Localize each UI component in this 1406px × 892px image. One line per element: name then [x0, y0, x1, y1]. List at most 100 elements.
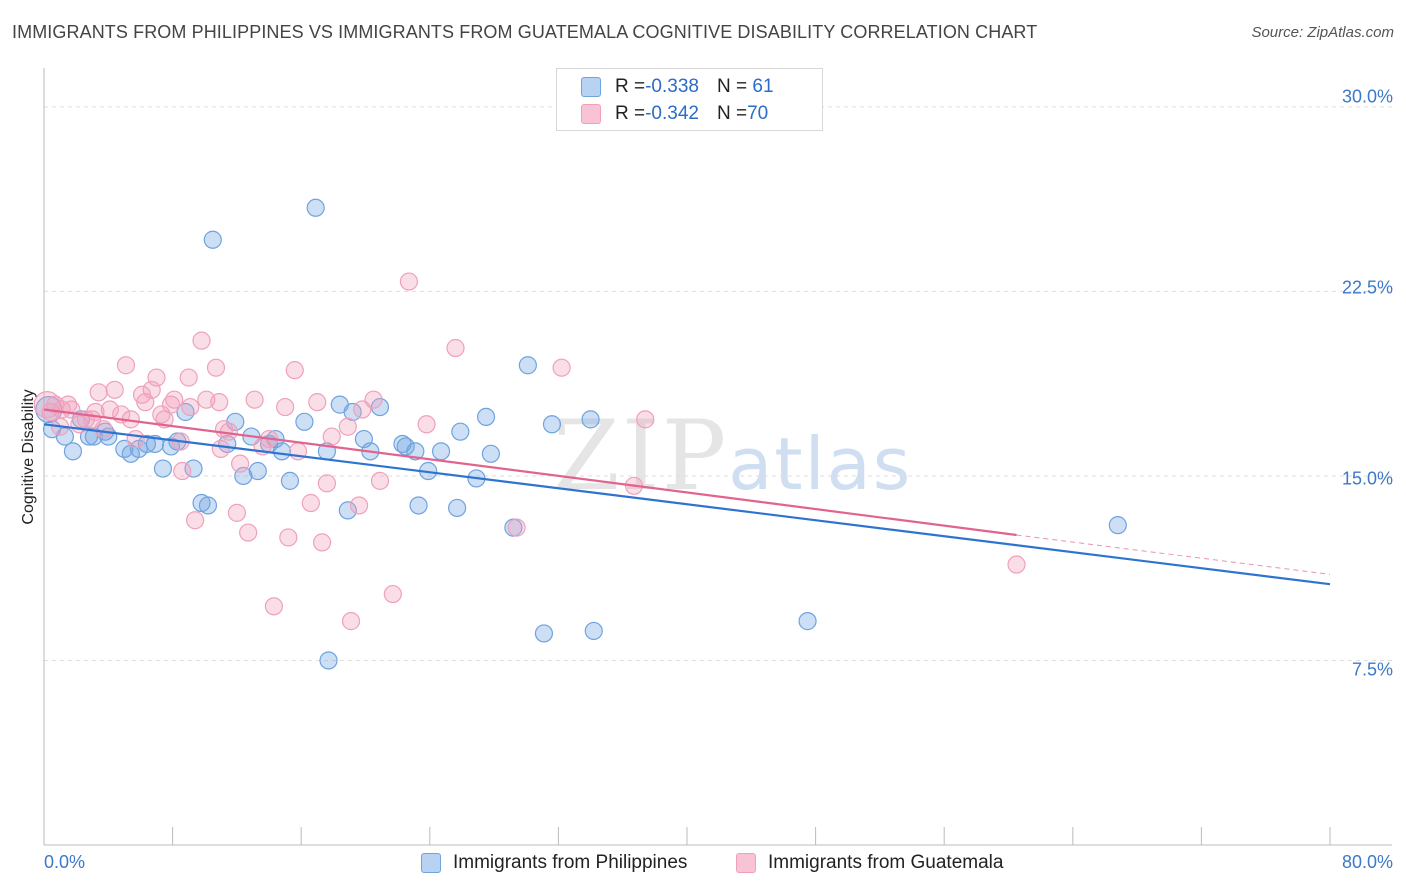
guatemala-point — [239, 523, 258, 542]
legend-n-label: N = — [716, 76, 748, 97]
legend-row-guatemala: R = -0.342 N = 70 — [581, 102, 768, 126]
philippines-point — [1108, 516, 1127, 535]
guatemala-point — [116, 356, 136, 375]
philippines-point — [406, 442, 425, 461]
philippines-point — [518, 356, 537, 375]
legend-n-value: 70 — [747, 103, 769, 124]
guatemala-point — [301, 493, 320, 513]
philippines-point — [306, 198, 325, 217]
guatemala-point — [179, 368, 198, 387]
philippines-point — [63, 442, 83, 461]
bottom-legend-label: Immigrants from Guatemala — [768, 852, 1004, 873]
guatemala-point — [211, 439, 230, 458]
x-tick-label-min: 0.0% — [44, 852, 86, 872]
y-tick-label: 22.5% — [1341, 277, 1393, 298]
bottom-legend-philippines: Immigrants from Philippines — [421, 852, 687, 874]
guatemala-point — [312, 533, 332, 552]
guatemala-point — [370, 471, 390, 490]
guatemala-point — [383, 584, 402, 604]
guatemala-point — [245, 390, 264, 409]
guatemala-point — [507, 518, 526, 537]
philippines-point — [476, 407, 496, 427]
philippines-point — [370, 397, 390, 417]
y-axis-label: Cognitive Disability — [20, 389, 37, 525]
guatemala-point — [186, 511, 205, 530]
guatemala-point — [126, 429, 145, 449]
source-label: Source: ZipAtlas.com — [1251, 24, 1394, 41]
guatemala-point — [341, 612, 361, 631]
philippines-trendline — [43, 423, 1331, 586]
philippines-point — [431, 442, 451, 461]
philippines-point — [198, 496, 218, 515]
legend-r-value: -0.338 — [645, 76, 699, 97]
philippines-point — [481, 444, 500, 463]
philippines-point — [272, 442, 292, 461]
philippines-point — [295, 412, 314, 431]
philippines-swatch — [421, 853, 441, 873]
philippines-point — [203, 230, 222, 249]
guatemala-point — [105, 380, 124, 399]
guatemala-point — [152, 405, 171, 424]
guatemala-point — [308, 393, 327, 412]
bottom-legend-guatemala: Immigrants from Guatemala — [736, 852, 1003, 874]
legend-n-value: 61 — [747, 76, 774, 97]
legend-row-philippines: R = -0.338 N = 61 — [581, 75, 774, 99]
bottom-legend-label: Immigrants from Philippines — [453, 852, 688, 873]
guatemala-point — [192, 331, 211, 350]
y-tick-label: 15.0% — [1341, 468, 1393, 489]
philippines-point — [184, 459, 203, 478]
guatemala-point — [276, 397, 295, 417]
guatemala-point — [364, 390, 383, 409]
guatemala-point — [399, 272, 419, 291]
guatemala-point — [147, 368, 166, 387]
philippines-point — [584, 621, 603, 641]
guatemala-point — [317, 474, 337, 493]
guatemala-point — [206, 358, 226, 377]
correlation-legend: R = -0.338 N = 61 R = -0.342 N = 70 — [556, 68, 823, 131]
x-tick-label-max: 80.0% — [1341, 852, 1393, 872]
guatemala-point — [94, 420, 113, 439]
philippines-point — [448, 498, 467, 518]
philippines-point — [581, 410, 600, 429]
guatemala-point — [322, 427, 341, 446]
philippines-point — [451, 422, 470, 441]
legend-r-label: R = — [615, 103, 646, 124]
legend-r-value: -0.342 — [645, 103, 699, 124]
guatemala-point — [279, 528, 298, 547]
guatemala-point — [165, 390, 184, 409]
y-tick-label: 30.0% — [1341, 86, 1393, 107]
y-tick-label: 7.5% — [1351, 659, 1393, 680]
watermark-atlas: atlas — [728, 422, 913, 506]
guatemala-point — [231, 454, 250, 473]
philippines-point — [798, 612, 817, 631]
philippines-point — [226, 412, 245, 431]
philippines-point — [396, 437, 415, 456]
guatemala-point — [227, 503, 246, 522]
guatemala-trendline — [43, 408, 1017, 537]
philippines-point — [534, 624, 554, 643]
legend-n-label: N = — [716, 103, 748, 124]
guatemala-point — [89, 383, 108, 402]
philippines-point — [55, 427, 74, 446]
guatemala-point — [446, 338, 465, 358]
guatemala-point — [338, 417, 357, 436]
guatemala-point — [349, 496, 369, 515]
philippines-point — [280, 471, 300, 490]
philippines-point — [319, 651, 338, 670]
guatemala-point — [417, 415, 436, 434]
guatemala-point — [173, 461, 192, 481]
guatemala-point — [161, 395, 181, 414]
philippines-point — [248, 461, 267, 481]
philippines-point — [409, 496, 428, 515]
philippines-point — [338, 501, 357, 520]
legend-r-label: R = — [615, 76, 646, 97]
chart-title: IMMIGRANTS FROM PHILIPPINES VS IMMIGRANT… — [12, 22, 1038, 42]
guatemala-trendline-extension — [1016, 534, 1331, 575]
guatemala-point — [636, 410, 655, 429]
philippines-point — [153, 459, 173, 478]
guatemala-point — [181, 397, 200, 417]
guatemala-point — [285, 361, 304, 380]
philippines-swatch — [581, 77, 601, 97]
guatemala-point — [264, 597, 283, 616]
